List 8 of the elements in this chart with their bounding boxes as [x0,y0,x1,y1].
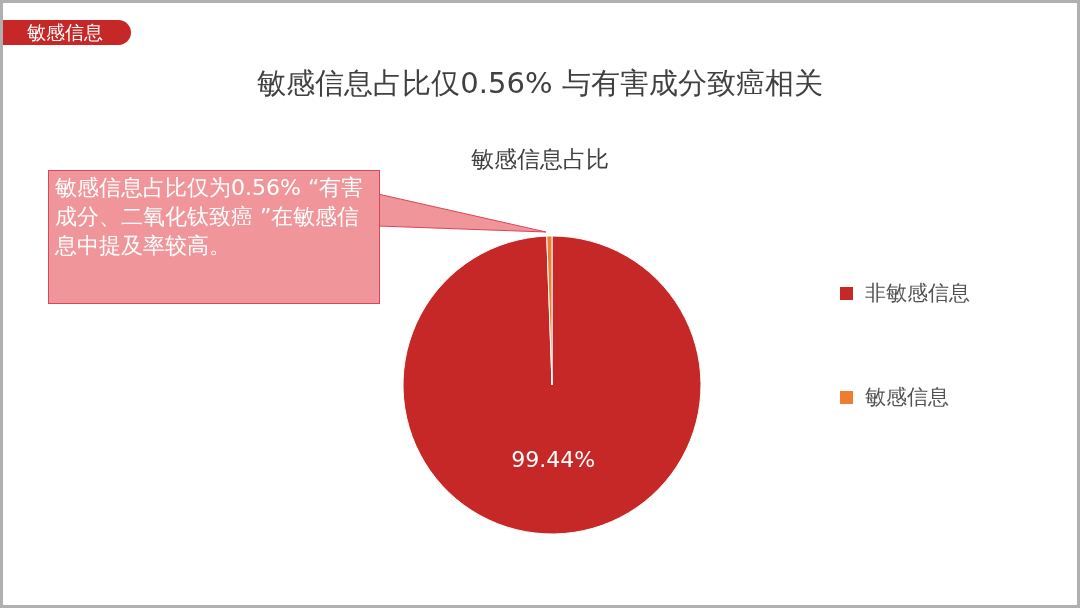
legend-label: 非敏感信息 [865,280,970,307]
chart-subtitle: 敏感信息占比 [470,145,610,174]
data-label: 99.44% [511,446,596,472]
chart-title: 敏感信息占比仅0.56% 与有害成分致癌相关 [256,65,824,102]
text: 敏感信息 [3,20,131,45]
text: 敏感信息占比仅为0.56% “有害成分、二氧化钛致癌 ”在敏感信息中提及率较高。 [48,170,380,304]
pie-slice [402,235,702,535]
legend-label: 敏感信息 [865,384,949,411]
